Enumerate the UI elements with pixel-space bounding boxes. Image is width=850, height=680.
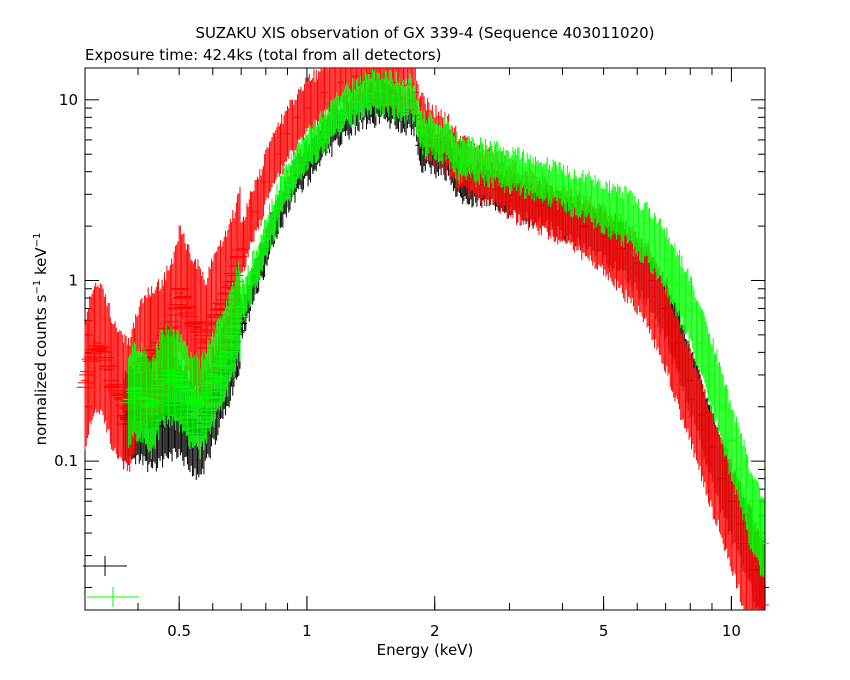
- y-axis-label: normalized counts s−1 keV−1: [32, 233, 50, 446]
- data-series: [76, 68, 769, 610]
- legend-markers: [83, 556, 139, 607]
- y-axis-label-sup1: −1: [32, 280, 43, 295]
- y-tick-label: 1: [68, 271, 78, 289]
- x-tick-label: 1: [302, 622, 312, 640]
- x-tick-label: 2: [430, 622, 440, 640]
- x-tick-label: 10: [722, 622, 741, 640]
- y-axis-label-mid: keV: [32, 247, 50, 280]
- x-tick-label: 0.5: [167, 622, 191, 640]
- axis-ticks: [84, 68, 765, 610]
- axis-tick-labels: 0.5 1 2 5 10 0.1 1 10: [54, 91, 741, 640]
- y-axis-label-main: normalized counts s: [32, 294, 50, 445]
- y-tick-label: 10: [59, 91, 78, 109]
- x-tick-label: 5: [599, 622, 609, 640]
- chart-title: SUZAKU XIS observation of GX 339-4 (Sequ…: [195, 24, 654, 42]
- y-tick-label: 0.1: [54, 452, 78, 470]
- x-axis-label: Energy (keV): [377, 641, 474, 659]
- y-axis-label-sup2: −1: [32, 233, 43, 248]
- series-green: [121, 68, 769, 578]
- chart-subtitle: Exposure time: 42.4ks (total from all de…: [85, 46, 441, 64]
